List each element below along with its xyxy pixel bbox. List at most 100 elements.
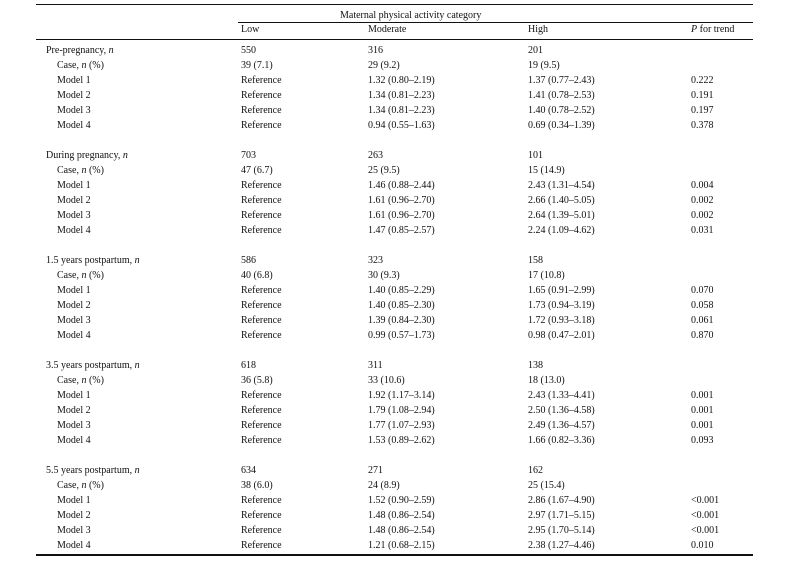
n-moderate: 323	[368, 255, 383, 266]
value-moderate: 1.52 (0.90–2.59)	[368, 495, 435, 506]
table-row: Model 3 Reference 1.77 (1.07–2.93) 2.49 (1.…	[0, 418, 785, 433]
case-low: 40 (6.8)	[241, 270, 273, 281]
value-p-for-trend: 0.191	[691, 90, 714, 101]
value-low: Reference	[241, 195, 282, 206]
value-p-for-trend: 0.001	[691, 405, 714, 416]
value-high: 2.24 (1.09–4.62)	[528, 225, 595, 236]
value-moderate: 1.46 (0.88–2.44)	[368, 180, 435, 191]
case-label: Case, n (%)	[57, 480, 104, 491]
n-moderate: 311	[368, 360, 383, 371]
value-p-for-trend: 0.197	[691, 105, 714, 116]
n-low: 703	[241, 150, 256, 161]
n-moderate: 263	[368, 150, 383, 161]
model-label: Model 2	[57, 300, 91, 311]
model-label: Model 2	[57, 195, 91, 206]
model-label: Model 1	[57, 390, 91, 401]
case-label: Case, n (%)	[57, 270, 104, 281]
table-row: 3.5 years postpartum, n 618 311 138	[0, 358, 785, 373]
value-high: 2.66 (1.40–5.05)	[528, 195, 595, 206]
table-row: Model 2 Reference 1.79 (1.08–2.94) 2.50 (1.…	[0, 403, 785, 418]
value-high: 0.69 (0.34–1.39)	[528, 120, 595, 131]
value-high: 2.43 (1.33–4.41)	[528, 390, 595, 401]
value-high: 1.73 (0.94–3.19)	[528, 300, 595, 311]
value-p-for-trend: <0.001	[691, 525, 720, 536]
value-high: 2.49 (1.36–4.57)	[528, 420, 595, 431]
value-p-for-trend: 0.378	[691, 120, 714, 131]
model-label: Model 4	[57, 540, 91, 551]
value-low: Reference	[241, 510, 282, 521]
value-moderate: 1.32 (0.80–2.19)	[368, 75, 435, 86]
model-label: Model 1	[57, 180, 91, 191]
model-label: Model 3	[57, 315, 91, 326]
value-p-for-trend: 0.002	[691, 195, 714, 206]
value-low: Reference	[241, 120, 282, 131]
table-row: During pregnancy, n 703 263 101	[0, 148, 785, 163]
value-low: Reference	[241, 285, 282, 296]
case-moderate: 33 (10.6)	[368, 375, 405, 386]
value-high: 1.66 (0.82–3.36)	[528, 435, 595, 446]
value-low: Reference	[241, 225, 282, 236]
value-high: 0.98 (0.47–2.01)	[528, 330, 595, 341]
table-row: Model 4 Reference 1.21 (0.68–2.15) 2.38 (1.…	[0, 538, 785, 553]
value-p-for-trend: 0.093	[691, 435, 714, 446]
value-moderate: 1.47 (0.85–2.57)	[368, 225, 435, 236]
value-moderate: 1.79 (1.08–2.94)	[368, 405, 435, 416]
table-row: Model 2 Reference 1.61 (0.96–2.70) 2.66 (1.…	[0, 193, 785, 208]
value-p-for-trend: 0.001	[691, 390, 714, 401]
value-moderate: 1.48 (0.86–2.54)	[368, 510, 435, 521]
table-row: Model 3 Reference 1.34 (0.81–2.23) 1.40 (0.…	[0, 103, 785, 118]
value-p-for-trend: 0.870	[691, 330, 714, 341]
column-header-row: Low Moderate High P for trend	[0, 22, 785, 37]
value-high: 2.97 (1.71–5.15)	[528, 510, 595, 521]
table-row: Model 1 Reference 1.32 (0.80–2.19) 1.37 (0.…	[0, 73, 785, 88]
value-low: Reference	[241, 210, 282, 221]
column-header-high: High	[528, 24, 548, 35]
model-label: Model 1	[57, 285, 91, 296]
value-p-for-trend: <0.001	[691, 495, 720, 506]
table-row: Model 1 Reference 1.40 (0.85–2.29) 1.65 (0.…	[0, 283, 785, 298]
n-high: 201	[528, 45, 543, 56]
value-high: 2.38 (1.27–4.46)	[528, 540, 595, 551]
model-label: Model 2	[57, 405, 91, 416]
n-high: 162	[528, 465, 543, 476]
table-row: Model 3 Reference 1.61 (0.96–2.70) 2.64 (1.…	[0, 208, 785, 223]
model-label: Model 3	[57, 525, 91, 536]
table-row: Model 4 Reference 0.99 (0.57–1.73) 0.98 (0.…	[0, 328, 785, 343]
group-label: 3.5 years postpartum, n	[46, 360, 140, 371]
value-high: 2.86 (1.67–4.90)	[528, 495, 595, 506]
value-p-for-trend: 0.061	[691, 315, 714, 326]
value-low: Reference	[241, 300, 282, 311]
model-label: Model 3	[57, 105, 91, 116]
table-row: Case, n (%) 40 (6.8) 30 (9.3) 17 (10.8)	[0, 268, 785, 283]
table-row: Model 2 Reference 1.34 (0.81–2.23) 1.41 (0.…	[0, 88, 785, 103]
case-high: 25 (15.4)	[528, 480, 565, 491]
value-low: Reference	[241, 105, 282, 116]
n-low: 550	[241, 45, 256, 56]
value-high: 1.40 (0.78–2.52)	[528, 105, 595, 116]
case-high: 15 (14.9)	[528, 165, 565, 176]
value-low: Reference	[241, 435, 282, 446]
group-label: During pregnancy, n	[46, 150, 128, 161]
spanner-rule	[238, 22, 753, 23]
n-low: 586	[241, 255, 256, 266]
value-low: Reference	[241, 405, 282, 416]
case-low: 36 (5.8)	[241, 375, 273, 386]
value-low: Reference	[241, 495, 282, 506]
model-label: Model 1	[57, 495, 91, 506]
value-moderate: 0.99 (0.57–1.73)	[368, 330, 435, 341]
case-moderate: 25 (9.5)	[368, 165, 400, 176]
value-low: Reference	[241, 390, 282, 401]
value-high: 1.41 (0.78–2.53)	[528, 90, 595, 101]
table-row: Model 4 Reference 0.94 (0.55–1.63) 0.69 (0.…	[0, 118, 785, 133]
value-moderate: 1.40 (0.85–2.29)	[368, 285, 435, 296]
case-low: 47 (6.7)	[241, 165, 273, 176]
table-row: Model 1 Reference 1.92 (1.17–3.14) 2.43 (1.…	[0, 388, 785, 403]
value-moderate: 1.39 (0.84–2.30)	[368, 315, 435, 326]
case-low: 39 (7.1)	[241, 60, 273, 71]
model-label: Model 3	[57, 420, 91, 431]
value-moderate: 1.61 (0.96–2.70)	[368, 195, 435, 206]
n-moderate: 271	[368, 465, 383, 476]
table-row: Model 3 Reference 1.39 (0.84–2.30) 1.72 (0.…	[0, 313, 785, 328]
table-row: Model 3 Reference 1.48 (0.86–2.54) 2.95 (1.…	[0, 523, 785, 538]
